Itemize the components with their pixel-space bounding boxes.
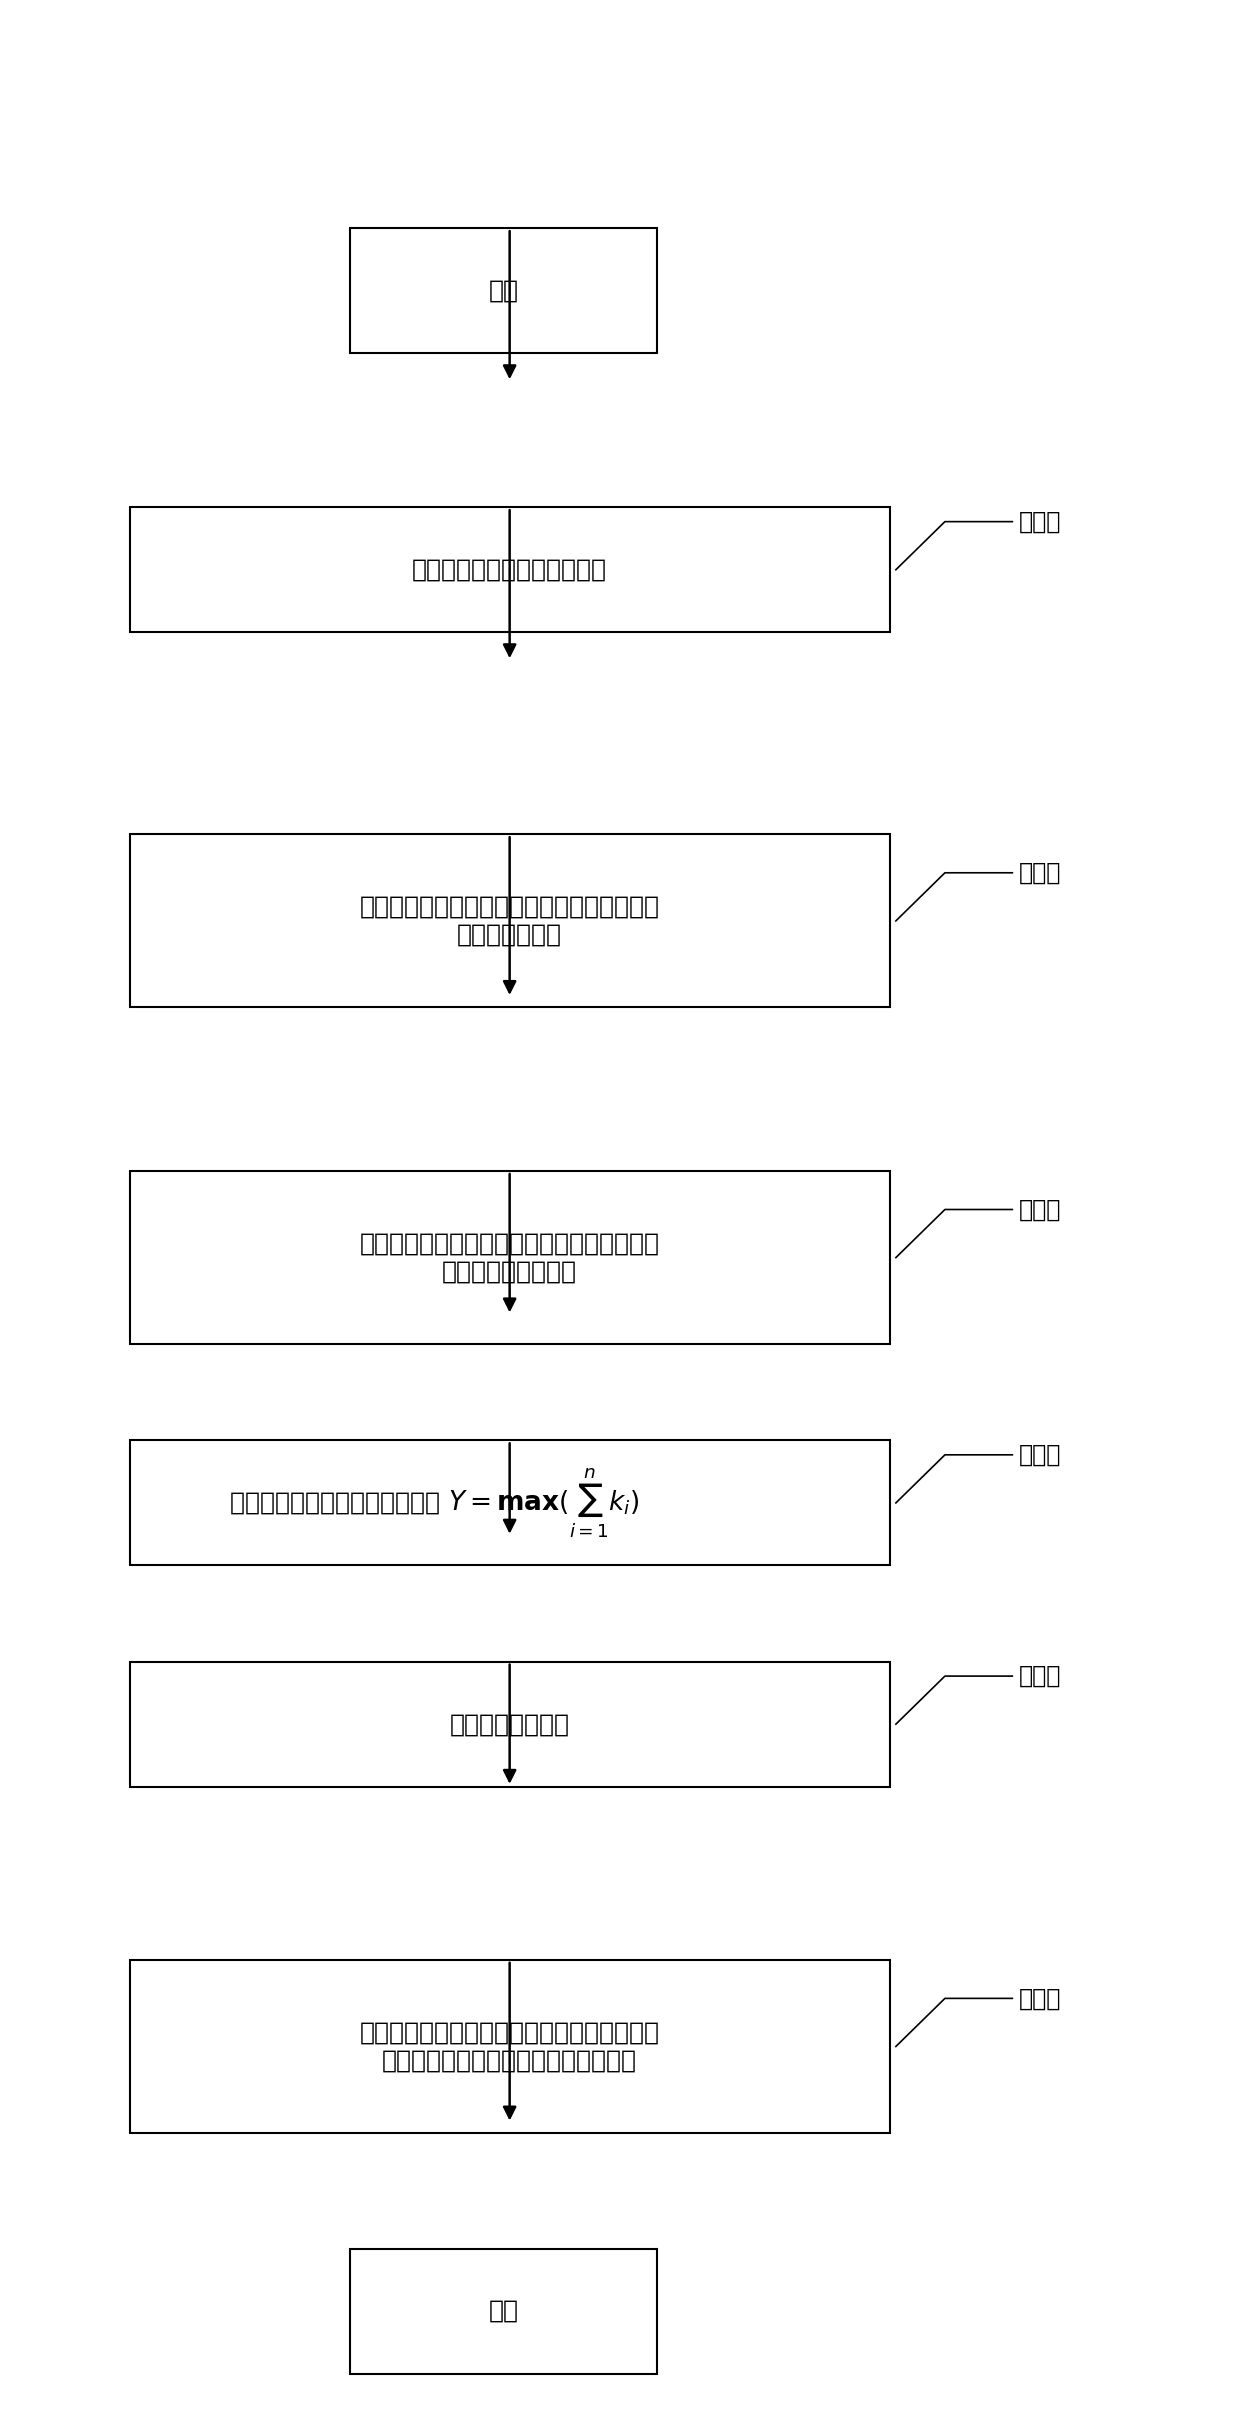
FancyBboxPatch shape [129,1171,890,1345]
Text: $Y = \mathbf{max}(\sum_{i=1}^{n}k_i)$: $Y = \mathbf{max}(\sum_{i=1}^{n}k_i)$ [449,1466,640,1538]
FancyBboxPatch shape [350,2250,657,2373]
Text: 步骤六: 步骤六 [1018,1986,1061,2010]
Text: 利用步骤五获取的冲次优化模型，并采用分区
间、分时段的方法得到冲次的优化方法: 利用步骤五获取的冲次优化模型，并采用分区 间、分时段的方法得到冲次的优化方法 [360,2020,660,2073]
Text: 步骤一: 步骤一 [1018,510,1061,535]
Text: 步骤三: 步骤三 [1018,1197,1061,1222]
FancyBboxPatch shape [129,508,890,631]
FancyBboxPatch shape [129,1439,890,1565]
FancyBboxPatch shape [129,1959,890,2134]
Text: 确定冲次优化的经济性目标函数: 确定冲次优化的经济性目标函数 [231,1490,449,1514]
Text: 步骤二: 步骤二 [1018,861,1061,885]
Text: 开始: 开始 [489,278,518,302]
Text: 确定冲次优化模型: 确定冲次优化模型 [450,1713,569,1737]
FancyBboxPatch shape [129,1662,890,1788]
Text: 步骤四: 步骤四 [1018,1442,1061,1466]
FancyBboxPatch shape [350,227,657,353]
FancyBboxPatch shape [129,835,890,1006]
Text: 动液面时间序列的归一化处理: 动液面时间序列的归一化处理 [412,559,608,581]
Text: 建立支持向量机动液面预测模型，进行动液面
时间序列的回归预测: 建立支持向量机动液面预测模型，进行动液面 时间序列的回归预测 [360,1231,660,1284]
Text: 步骤五: 步骤五 [1018,1664,1061,1688]
Text: 对步骤一归一化处理后的动液面时间序列的样
本空间进行重构: 对步骤一归一化处理后的动液面时间序列的样 本空间进行重构 [360,895,660,946]
Text: 结束: 结束 [489,2298,518,2322]
